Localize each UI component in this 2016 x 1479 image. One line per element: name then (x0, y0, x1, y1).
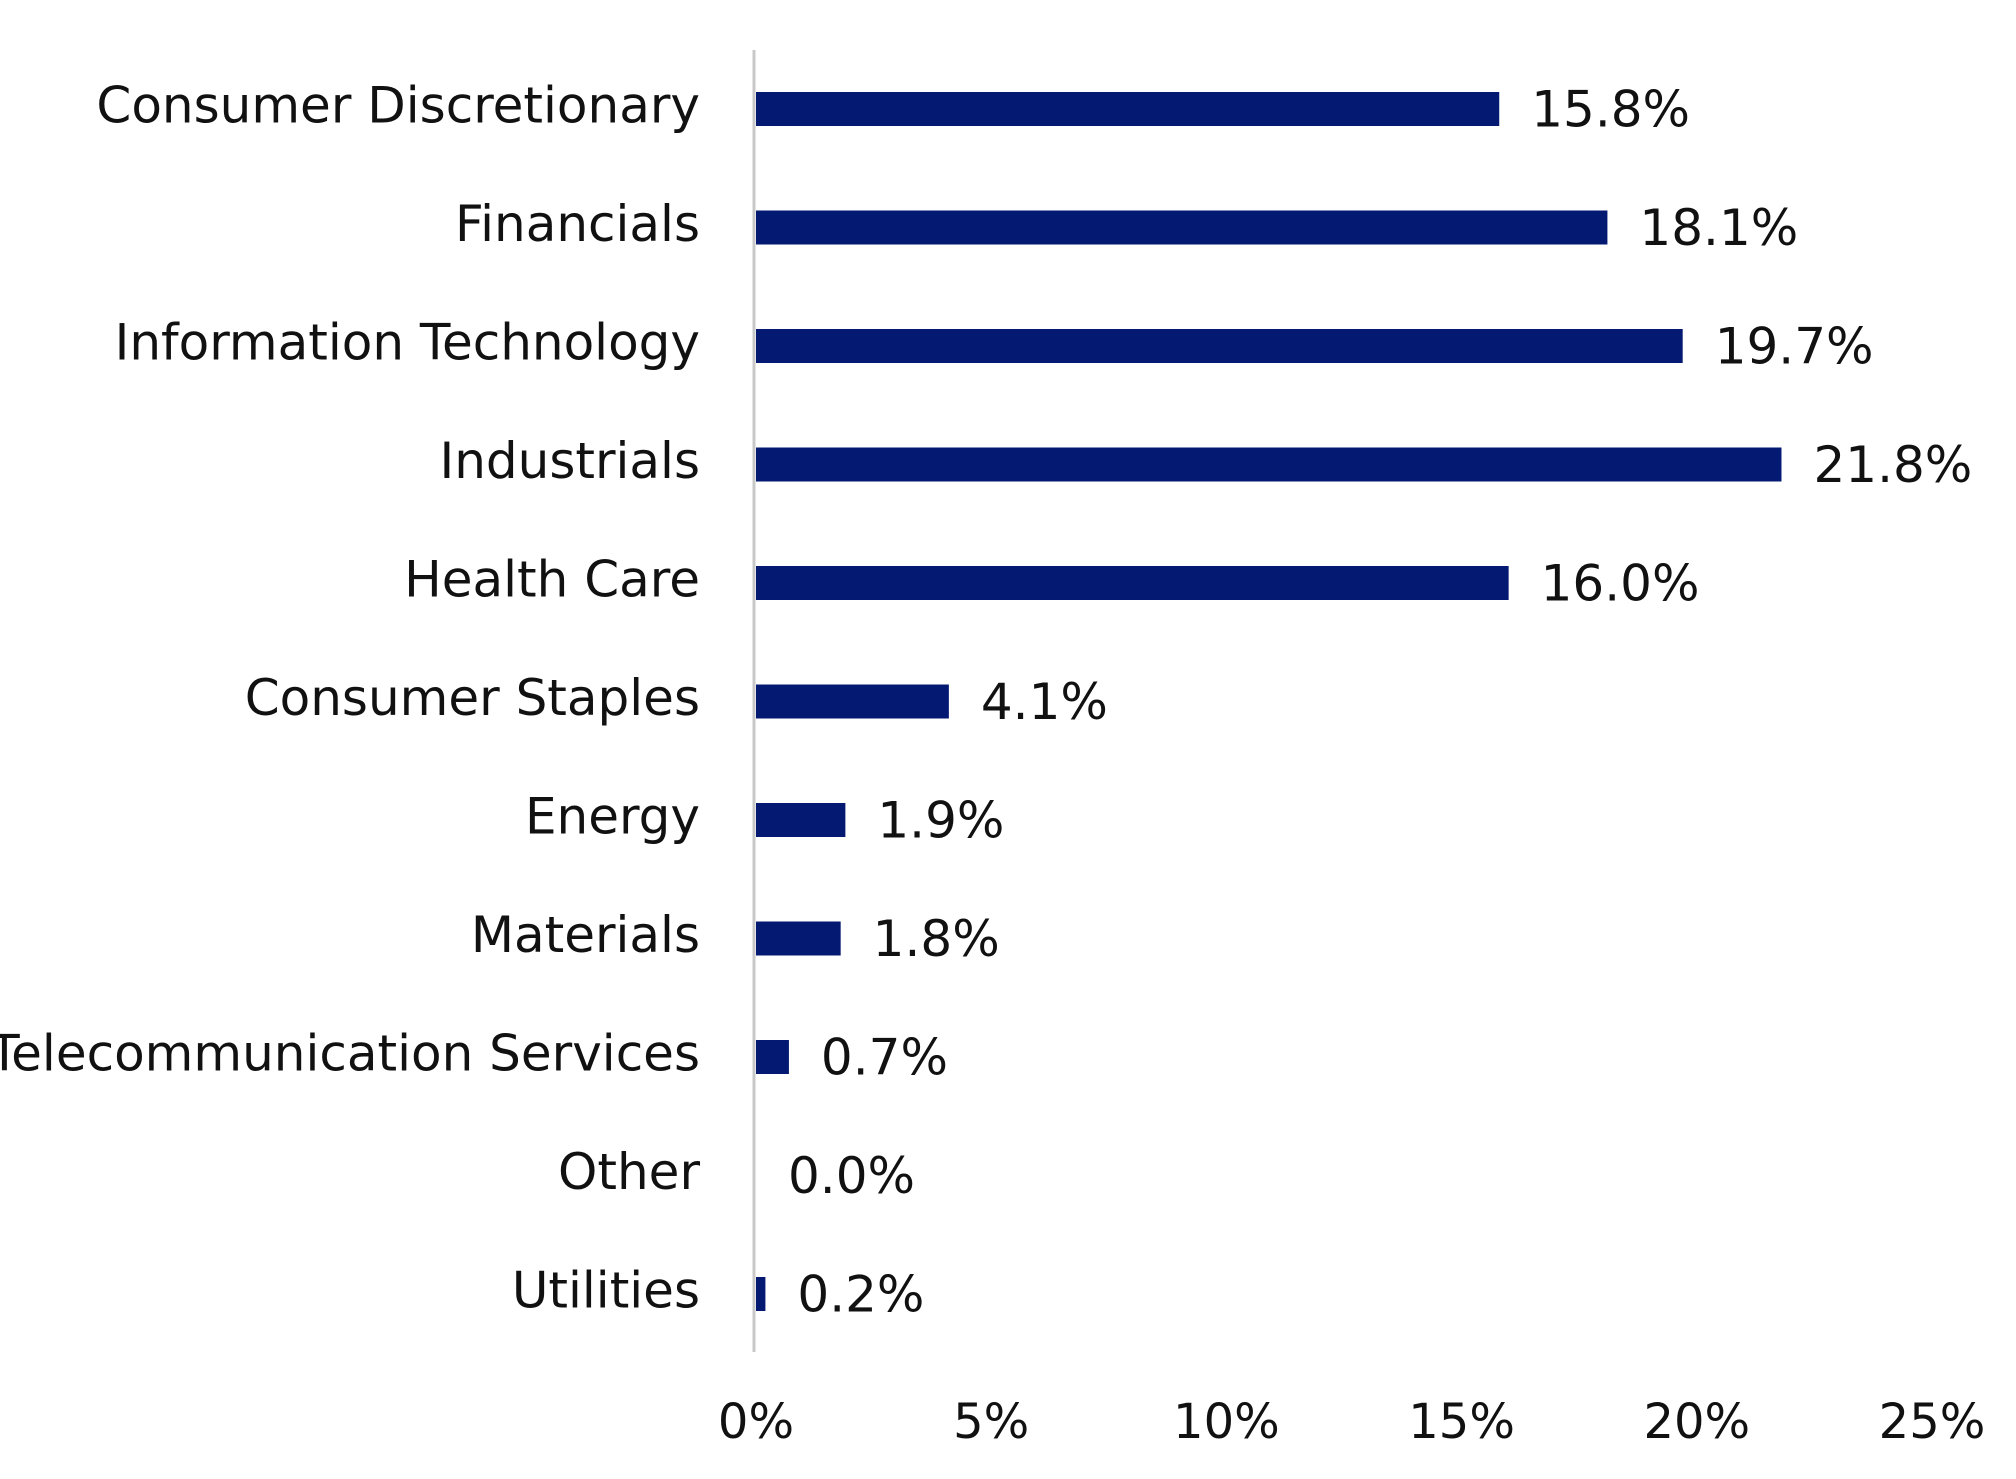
category-label-other: Other (558, 1143, 700, 1201)
data-label-consumer-discretionary: 15.8% (1531, 81, 1690, 139)
bar-consumer-staples (756, 684, 949, 719)
bar-consumer-discretionary (756, 92, 1500, 126)
x-tick-label-10: 10% (1173, 1394, 1280, 1450)
x-tick-label-0: 0% (718, 1394, 794, 1450)
data-label-other: 0.0% (788, 1147, 915, 1205)
category-label-consumer-staples: Consumer Staples (245, 669, 700, 727)
category-label-telecommunication-services: Telecommunication Services (0, 1025, 700, 1083)
data-labels-group: 15.8% 18.1% 19.7% 21.8% 16.0% 4.1% 1.9% 1.8% 0.7… (788, 81, 1972, 1324)
category-label-health-care: Health Care (404, 551, 700, 609)
bar-telecommunication-services (756, 1040, 789, 1074)
category-label-consumer-discretionary: Consumer Discretionary (96, 77, 700, 135)
bar-financials (756, 210, 1608, 245)
bar-utilities (756, 1277, 766, 1311)
data-label-financials: 18.1% (1639, 199, 1798, 257)
data-label-energy: 1.9% (877, 792, 1004, 850)
category-label-industrials: Industrials (439, 432, 700, 490)
bar-industrials (756, 447, 1782, 482)
data-label-telecommunication-services: 0.7% (821, 1029, 948, 1087)
bar-energy (756, 803, 846, 837)
bars-group (756, 92, 1782, 1311)
category-label-materials: Materials (471, 906, 700, 964)
category-label-utilities: Utilities (512, 1262, 700, 1320)
category-label-energy: Energy (525, 788, 700, 846)
category-label-financials: Financials (455, 195, 700, 253)
data-label-industrials: 21.8% (1813, 436, 1972, 494)
x-tick-label-25: 25% (1879, 1394, 1986, 1450)
x-tick-label-5: 5% (953, 1394, 1029, 1450)
bar-health-care (756, 566, 1509, 600)
data-label-consumer-staples: 4.1% (981, 673, 1108, 731)
bar-materials (756, 921, 841, 956)
x-tick-labels-group: 0% 5% 10% 15% 20% 25% (718, 1394, 1985, 1450)
data-label-materials: 1.8% (873, 910, 1000, 968)
bar-information-technology (756, 329, 1683, 363)
x-tick-label-20: 20% (1643, 1394, 1750, 1450)
data-label-health-care: 16.0% (1541, 555, 1700, 613)
x-tick-label-15: 15% (1408, 1394, 1515, 1450)
data-label-utilities: 0.2% (797, 1266, 924, 1324)
category-label-information-technology: Information Technology (115, 314, 700, 372)
category-labels-group: Consumer Discretionary Financials Informat… (0, 77, 700, 1320)
data-label-information-technology: 19.7% (1715, 318, 1874, 376)
